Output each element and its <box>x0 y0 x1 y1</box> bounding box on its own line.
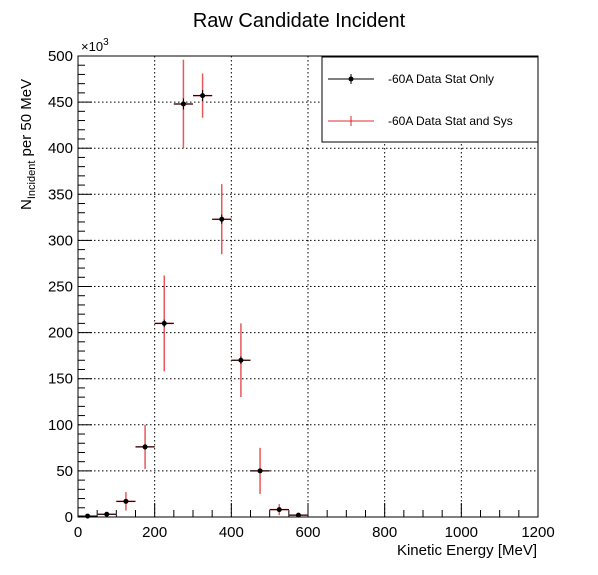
y-tick-label: 350 <box>48 186 73 203</box>
point-marker <box>200 93 206 99</box>
point-marker <box>276 507 282 513</box>
point-marker <box>257 468 263 474</box>
data-point <box>269 504 289 516</box>
y-tick-label: 250 <box>48 279 73 296</box>
point-marker <box>238 357 244 363</box>
legend-box <box>321 56 539 143</box>
x-tick-label: 200 <box>142 524 167 541</box>
data-point <box>193 73 213 118</box>
data-point <box>288 512 308 518</box>
point-marker <box>85 513 91 519</box>
x-tick-label: 1200 <box>521 524 554 541</box>
point-marker <box>219 216 225 222</box>
legend-entry-stat-sys: -60A Data Stat and Sys <box>328 114 513 128</box>
data-point <box>97 511 117 517</box>
legend-entry-stat-only: -60A Data Stat Only <box>328 72 494 86</box>
data-point <box>250 447 270 494</box>
y-tick-label: 450 <box>48 94 73 111</box>
y-tick-label: 400 <box>48 140 73 157</box>
y-exponent-label: ×103 <box>81 37 109 54</box>
legend-marker-stat-sys <box>349 119 353 123</box>
point-marker <box>180 101 186 107</box>
y-tick-label: 150 <box>48 371 73 388</box>
point-marker <box>295 512 301 518</box>
y-tick-label: 200 <box>48 325 73 342</box>
legend-label-stat-only: -60A Data Stat Only <box>388 72 494 86</box>
x-tick-label: 800 <box>372 524 397 541</box>
y-tick-label: 300 <box>48 232 73 249</box>
y-tick-label: 500 <box>48 48 73 65</box>
x-tick-labels: 0 200 400 600 800 1000 1200 <box>74 524 555 541</box>
data-points <box>78 59 308 519</box>
data-point <box>231 323 251 398</box>
data-point <box>212 184 232 255</box>
x-tick-label: 0 <box>74 524 82 541</box>
y-tick-label: 100 <box>48 417 73 434</box>
x-tick-label: 600 <box>295 524 320 541</box>
y-axis-title: NIncident per 50 MeV <box>18 79 38 210</box>
point-marker <box>104 511 110 517</box>
data-point <box>135 424 155 470</box>
plot-frame <box>77 55 539 518</box>
data-point <box>116 492 136 511</box>
x-tick-label: 400 <box>219 524 244 541</box>
chart-title: Raw Candidate Incident <box>193 10 406 32</box>
point-marker <box>123 498 129 504</box>
legend: -60A Data Stat Only -60A Data Stat and S… <box>321 56 539 143</box>
x-axis-title: Kinetic Energy [MeV] <box>397 542 537 559</box>
y-tick-label: 0 <box>65 509 73 526</box>
data-point <box>78 513 98 519</box>
data-point <box>173 59 193 149</box>
point-marker <box>161 320 167 326</box>
legend-marker-stat-only <box>348 76 354 82</box>
x-tick-label: 1000 <box>445 524 478 541</box>
y-tick-label: 50 <box>56 463 73 480</box>
data-point <box>154 275 174 372</box>
y-tick-labels: 0 50 100 150 200 250 300 350 400 450 500 <box>48 48 73 526</box>
legend-label-stat-sys: -60A Data Stat and Sys <box>388 114 513 128</box>
point-marker <box>142 444 148 450</box>
